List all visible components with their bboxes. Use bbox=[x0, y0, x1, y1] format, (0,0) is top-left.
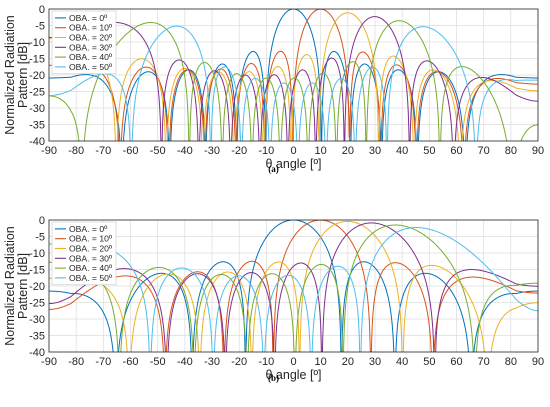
x-tick-label: 70 bbox=[478, 145, 490, 157]
x-tick-label: 20 bbox=[342, 356, 354, 368]
x-tick-label: 0 bbox=[290, 356, 296, 368]
y-tick-label: -40 bbox=[29, 347, 45, 359]
legend-entry: OBA. = 20º bbox=[69, 244, 113, 254]
y-axis-label-line: Normalized Radiation bbox=[3, 15, 17, 135]
series-line-2 bbox=[49, 220, 538, 352]
x-tick-label: 10 bbox=[315, 145, 327, 157]
y-axis-label-line: Pattern [dB] bbox=[16, 42, 30, 108]
y-tick-label: -20 bbox=[29, 281, 45, 293]
x-tick-label: 50 bbox=[423, 356, 435, 368]
x-tick-label: 80 bbox=[505, 356, 517, 368]
y-tick-label: -30 bbox=[29, 103, 45, 115]
y-tick-label: -15 bbox=[29, 54, 45, 66]
y-tick-label: -25 bbox=[29, 298, 45, 310]
plot-frame bbox=[48, 8, 539, 142]
x-tick-label: 60 bbox=[450, 356, 462, 368]
x-tick-label: -90 bbox=[41, 356, 57, 368]
legend-entry: OBA. = 10º bbox=[69, 23, 113, 33]
y-tick-label: -20 bbox=[29, 70, 45, 82]
figure-caption: (b) bbox=[268, 373, 279, 383]
x-axis-label: θ angle [º] bbox=[266, 368, 322, 382]
legend-entry: OBA. = 30º bbox=[69, 253, 113, 263]
series-line-1 bbox=[49, 9, 538, 141]
x-tick-label: -30 bbox=[204, 145, 220, 157]
series-line-4 bbox=[49, 20, 538, 141]
series-line-5 bbox=[49, 25, 538, 141]
y-tick-label: -25 bbox=[29, 87, 45, 99]
x-tick-label: 50 bbox=[423, 145, 435, 157]
legend-entry: OBA. = 20º bbox=[69, 33, 113, 43]
x-tick-label: -20 bbox=[231, 356, 247, 368]
x-tick-label: 70 bbox=[478, 356, 490, 368]
plot-frame bbox=[48, 219, 539, 353]
series-line-4 bbox=[49, 224, 538, 352]
x-tick-label: -60 bbox=[123, 356, 139, 368]
series-line-3 bbox=[49, 16, 538, 141]
x-tick-label: 90 bbox=[532, 145, 544, 157]
x-tick-label: 40 bbox=[396, 356, 408, 368]
figure-caption: (a) bbox=[268, 164, 279, 174]
x-axis-label: θ angle [º] bbox=[266, 157, 322, 171]
y-tick-label: -35 bbox=[29, 331, 45, 343]
y-tick-label: -15 bbox=[29, 265, 45, 277]
y-tick-label: -5 bbox=[35, 232, 45, 244]
legend-entry: OBA. = 30º bbox=[69, 42, 113, 52]
x-tick-label: -80 bbox=[68, 145, 84, 157]
chart-panel-b: -90 -80 -70 -60 -50 -40 -30 -20 -10 0 10 20 30 40 50 60… bbox=[3, 215, 544, 383]
x-tick-label: -40 bbox=[177, 145, 193, 157]
legend-entry: OBA. = 40º bbox=[69, 52, 113, 62]
legend-box bbox=[51, 10, 117, 75]
legend-entry: OBA. = 0º bbox=[69, 13, 108, 23]
y-tick-label: -35 bbox=[29, 120, 45, 132]
x-tick-label: 0 bbox=[290, 145, 296, 157]
x-tick-label: 10 bbox=[315, 356, 327, 368]
x-tick-label: -50 bbox=[150, 356, 166, 368]
y-axis-label-line: Normalized Radiation bbox=[3, 226, 17, 346]
legend-entry: OBA. = 50º bbox=[69, 273, 113, 283]
x-tick-label: -20 bbox=[231, 145, 247, 157]
y-tick-label: 0 bbox=[39, 4, 45, 16]
y-tick-label: -30 bbox=[29, 314, 45, 326]
x-tick-label: -30 bbox=[204, 356, 220, 368]
y-tick-label: -10 bbox=[29, 248, 45, 260]
y-axis-label: Normalized RadiationPattern [dB] bbox=[3, 15, 30, 135]
series-line-0 bbox=[49, 9, 538, 141]
chart-panel-a: -90 -80 -70 -60 -50 -40 -30 -20 -10 0 10 20 30 40 50 60… bbox=[3, 4, 544, 174]
x-tick-label: 80 bbox=[505, 145, 517, 157]
x-tick-label: -10 bbox=[258, 356, 274, 368]
x-tick-label: -90 bbox=[41, 145, 57, 157]
x-tick-label: -80 bbox=[68, 356, 84, 368]
legend-entry: OBA. = 10º bbox=[69, 234, 113, 244]
y-tick-label: 0 bbox=[39, 215, 45, 227]
x-tick-label: 20 bbox=[342, 145, 354, 157]
y-tick-label: -10 bbox=[29, 37, 45, 49]
x-tick-label: -40 bbox=[177, 356, 193, 368]
x-tick-label: 40 bbox=[396, 145, 408, 157]
x-tick-label: 60 bbox=[450, 145, 462, 157]
x-tick-label: -70 bbox=[95, 145, 111, 157]
series-line-1 bbox=[49, 220, 538, 352]
y-axis-label-line: Pattern [dB] bbox=[16, 253, 30, 319]
y-tick-label: -40 bbox=[29, 136, 45, 148]
x-tick-label: 30 bbox=[369, 356, 381, 368]
y-axis-label: Normalized RadiationPattern [dB] bbox=[3, 226, 30, 346]
x-tick-label: 90 bbox=[532, 356, 544, 368]
x-tick-label: 30 bbox=[369, 145, 381, 157]
x-tick-label: -50 bbox=[150, 145, 166, 157]
x-tick-label: -70 bbox=[95, 356, 111, 368]
x-tick-label: -10 bbox=[258, 145, 274, 157]
legend-box bbox=[51, 221, 117, 286]
series-line-5 bbox=[49, 227, 538, 352]
series-line-0 bbox=[49, 220, 538, 352]
legend-entry: OBA. = 50º bbox=[69, 62, 113, 72]
y-tick-label: -5 bbox=[35, 21, 45, 33]
legend-entry: OBA. = 40º bbox=[69, 263, 113, 273]
x-tick-label: -60 bbox=[123, 145, 139, 157]
legend-entry: OBA. = 0º bbox=[69, 224, 108, 234]
